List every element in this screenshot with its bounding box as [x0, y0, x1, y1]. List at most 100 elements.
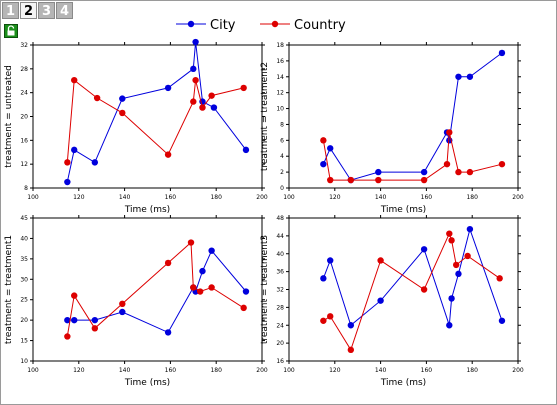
data-point-country	[208, 284, 215, 291]
y-axis-title: treatment = untreated	[4, 65, 14, 168]
data-point-city	[199, 267, 206, 275]
data-point-city	[119, 95, 126, 102]
y-tick-label: 20	[20, 114, 28, 121]
data-point-country	[448, 237, 455, 244]
legend-country: Country	[260, 18, 346, 33]
y-tick-label: 24	[276, 322, 284, 329]
lock-icon[interactable]	[4, 24, 18, 38]
x-tick-label: 180	[210, 194, 222, 201]
y-tick-label: 0	[280, 185, 284, 192]
y-tick-label: 44	[276, 233, 284, 240]
data-point-country	[377, 257, 384, 264]
panel-2: 100 120 140 160 180 200 0 2 4 6 8 10 12 14 16 18 Time (m…	[260, 42, 524, 215]
data-point-country	[452, 261, 460, 269]
x-tick-label: 180	[466, 367, 478, 374]
data-point-country	[91, 325, 99, 332]
x-tick-label: 100	[283, 367, 295, 374]
x-tick-label: 200	[256, 367, 268, 374]
tab-1[interactable]: 1	[2, 2, 19, 19]
data-point-country	[327, 176, 334, 184]
x-tick-label: 200	[512, 367, 524, 374]
data-point-country	[466, 168, 474, 176]
data-point-city	[327, 145, 334, 152]
y-tick-label: 40	[276, 251, 284, 258]
data-point-city	[164, 84, 172, 92]
x-tick-label: 120	[329, 367, 341, 374]
data-point-country	[71, 292, 78, 299]
panel-1: 100 120 140 160 180 200 8 12 16 20 24 28 32 Time (ms)…	[4, 38, 268, 215]
legend: City Country	[176, 18, 346, 33]
x-tick-label: 100	[27, 194, 39, 201]
data-point-city	[119, 308, 126, 316]
series-line-city	[322, 227, 503, 327]
data-point-city	[420, 246, 428, 253]
y-tick-label: 48	[276, 215, 284, 222]
data-point-city	[91, 159, 99, 166]
y-tick-label: 40	[20, 235, 28, 242]
x-tick-label: 120	[73, 194, 85, 201]
y-tick-label: 15	[20, 338, 28, 345]
y-tick-label: 45	[20, 215, 28, 222]
y-tick-label: 16	[276, 58, 284, 65]
series-line-city	[67, 249, 247, 334]
tab-2[interactable]: 2	[20, 2, 37, 19]
data-point-country	[464, 252, 471, 260]
panel-4: 100 120 140 160 180 200 16 20 24 28 32 36 40 44 48 Time…	[260, 215, 524, 388]
data-point-country	[64, 333, 71, 340]
x-tick-label: 200	[256, 194, 268, 201]
data-point-country	[347, 346, 355, 354]
data-point-city	[446, 322, 453, 329]
data-point-country	[446, 129, 453, 136]
data-point-country	[455, 168, 462, 176]
data-point-country	[208, 92, 215, 99]
data-point-city	[164, 329, 172, 336]
y-tick-label: 14	[276, 74, 284, 81]
tab-3[interactable]: 3	[38, 2, 55, 19]
y-axis-title: treatment = treatment2	[260, 62, 270, 171]
data-point-country	[164, 151, 172, 158]
y-tick-label: 10	[20, 358, 28, 365]
x-tick-label: 100	[283, 194, 295, 201]
legend-city: City	[176, 18, 236, 33]
data-point-country	[71, 76, 78, 84]
x-tick-label: 120	[329, 194, 341, 201]
series-line-city	[66, 41, 247, 183]
x-tick-label: 140	[119, 367, 131, 374]
y-tick-label: 28	[276, 304, 284, 311]
data-point-city	[64, 316, 71, 324]
y-tick-label: 24	[20, 90, 28, 97]
x-tick-label: 120	[73, 367, 85, 374]
x-tick-label: 160	[165, 367, 177, 374]
y-tick-label: 12	[276, 90, 284, 97]
y-axis-title: treatment = treatment1	[4, 235, 14, 344]
x-tick-label: 100	[27, 367, 39, 374]
data-point-country	[192, 76, 199, 84]
data-point-country	[420, 176, 428, 184]
series-line-country	[66, 241, 244, 337]
data-point-city	[210, 104, 218, 111]
y-tick-label: 32	[20, 42, 28, 49]
x-tick-label: 160	[421, 194, 433, 201]
tab-4[interactable]: 4	[56, 2, 73, 19]
x-axis-title: Time (ms)	[124, 378, 170, 388]
plot-frame	[32, 44, 263, 189]
x-tick-label: 180	[210, 367, 222, 374]
panel-3: 100 120 140 160 180 200 10 15 20 25 30 35 40 45 Time (…	[4, 215, 268, 388]
data-point-city	[320, 275, 327, 282]
data-point-city	[320, 160, 327, 168]
data-point-country	[327, 313, 334, 320]
y-tick-label: 16	[20, 137, 28, 144]
series-line-city	[322, 52, 503, 181]
data-point-country	[320, 137, 327, 144]
x-tick-label: 140	[375, 367, 387, 374]
data-point-city	[64, 178, 71, 186]
series-line-country	[323, 232, 500, 351]
data-point-city	[420, 168, 428, 176]
y-tick-label: 20	[20, 317, 28, 324]
x-tick-label: 160	[165, 194, 177, 201]
data-point-country	[190, 284, 197, 291]
y-tick-label: 35	[20, 256, 28, 263]
data-point-country	[443, 160, 451, 168]
